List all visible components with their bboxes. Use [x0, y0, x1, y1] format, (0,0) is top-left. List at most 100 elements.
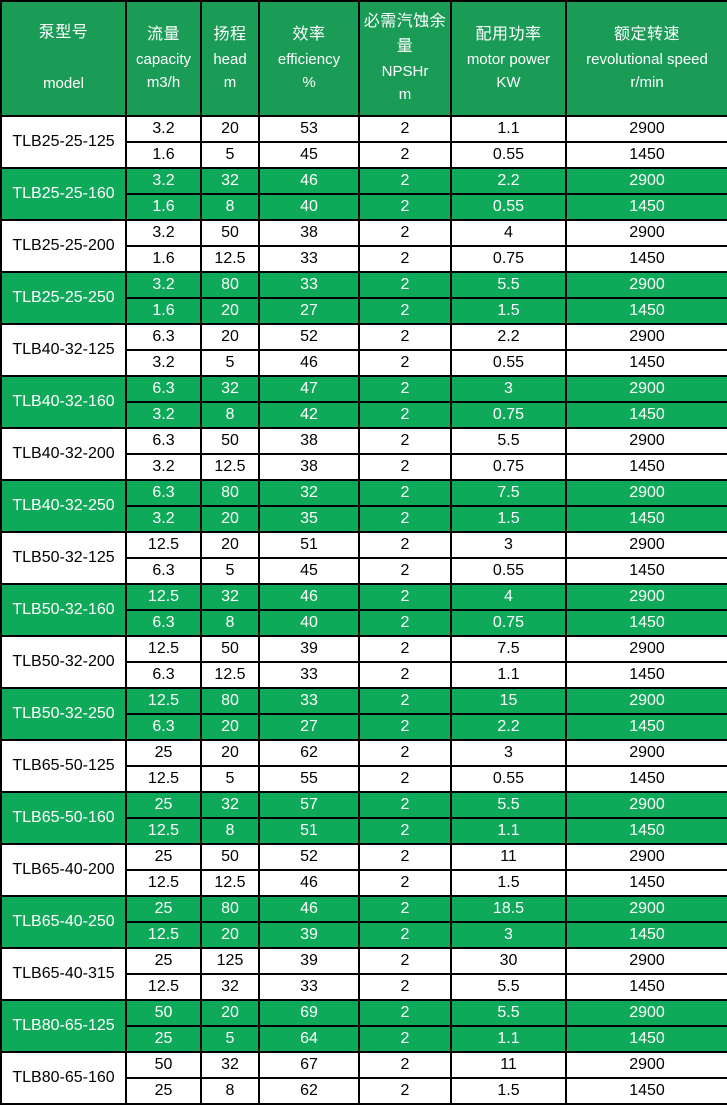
cell-capacity: 3.2: [125, 219, 202, 247]
column-header-head-zh: 扬程: [213, 25, 247, 43]
cell-motor-power: 15: [450, 687, 567, 715]
cell-motor-power: 5.5: [450, 271, 567, 299]
cell-npshr: 2: [358, 323, 452, 351]
column-header-revolutional-speed: 额定转速 revolutional speed r/min: [565, 0, 727, 117]
cell-npshr: 2: [358, 245, 452, 273]
cell-npshr: 2: [358, 713, 452, 741]
cell-capacity: 6.3: [125, 713, 202, 741]
cell-capacity: 25: [125, 1025, 202, 1053]
cell-head: 32: [200, 583, 260, 611]
cell-head: 8: [200, 817, 260, 845]
cell-capacity: 12.5: [125, 921, 202, 949]
table-row: TLB50-32-250 12.5 80 33 2 15 2900: [0, 687, 727, 741]
cell-revolutional-speed: 1450: [565, 245, 727, 273]
cell-motor-power: 1.1: [450, 817, 567, 845]
cell-model: TLB80-65-125: [0, 999, 127, 1053]
cell-efficiency: 62: [258, 1077, 360, 1105]
column-header-efficiency-en: efficiency: [277, 50, 341, 68]
cell-head: 5: [200, 1025, 260, 1053]
cell-efficiency: 38: [258, 219, 360, 247]
cell-motor-power: 0.55: [450, 765, 567, 793]
cell-model: TLB50-32-125: [0, 531, 127, 585]
cell-head: 8: [200, 1077, 260, 1105]
cell-head: 20: [200, 323, 260, 351]
cell-motor-power: 5.5: [450, 999, 567, 1027]
cell-capacity: 25: [125, 739, 202, 767]
cell-revolutional-speed: 1450: [565, 193, 727, 221]
table-row: TLB25-25-200 3.2 50 38 2 4 2900: [0, 219, 727, 273]
cell-head: 5: [200, 349, 260, 377]
cell-revolutional-speed: 1450: [565, 141, 727, 169]
table-row: TLB40-32-200 6.3 50 38 2 5.5 2900: [0, 427, 727, 481]
column-header-head: 扬程 head m: [200, 0, 260, 117]
cell-motor-power: 0.75: [450, 609, 567, 637]
cell-motor-power: 2.2: [450, 323, 567, 351]
cell-revolutional-speed: 2900: [565, 427, 727, 455]
cell-motor-power: 0.55: [450, 349, 567, 377]
cell-npshr: 2: [358, 687, 452, 715]
cell-motor-power: 2.2: [450, 713, 567, 741]
cell-npshr: 2: [358, 375, 452, 403]
cell-head: 12.5: [200, 661, 260, 689]
cell-revolutional-speed: 2900: [565, 583, 727, 611]
cell-capacity: 1.6: [125, 297, 202, 325]
cell-efficiency: 33: [258, 687, 360, 715]
cell-capacity: 3.2: [125, 505, 202, 533]
cell-revolutional-speed: 2900: [565, 947, 727, 975]
cell-head: 32: [200, 1051, 260, 1079]
cell-motor-power: 7.5: [450, 479, 567, 507]
cell-capacity: 12.5: [125, 765, 202, 793]
cell-motor-power: 1.5: [450, 505, 567, 533]
cell-efficiency: 40: [258, 609, 360, 637]
cell-motor-power: 0.75: [450, 401, 567, 429]
table-row: 1.6 8 40 2 0.55 1450: [1, 193, 727, 221]
table-row: 1.6 5 45 2 0.55 1450: [1, 141, 727, 169]
cell-model: TLB65-40-200: [0, 843, 127, 897]
table-row: TLB40-32-250 6.3 80 32 2 7.5 2900: [0, 479, 727, 533]
cell-capacity: 12.5: [125, 869, 202, 897]
cell-efficiency: 39: [258, 921, 360, 949]
cell-head: 50: [200, 219, 260, 247]
cell-efficiency: 35: [258, 505, 360, 533]
column-header-model-zh: 泵型号: [38, 24, 89, 42]
cell-head: 32: [200, 375, 260, 403]
cell-capacity: 6.3: [125, 427, 202, 455]
cell-efficiency: 55: [258, 765, 360, 793]
cell-head: 8: [200, 609, 260, 637]
table-row: 12.5 8 51 2 1.1 1450: [1, 817, 727, 845]
column-header-npshr-unit: m: [398, 86, 412, 104]
cell-npshr: 2: [358, 583, 452, 611]
cell-efficiency: 52: [258, 323, 360, 351]
cell-efficiency: 47: [258, 375, 360, 403]
cell-npshr: 2: [358, 505, 452, 533]
cell-npshr: 2: [358, 661, 452, 689]
table-row: TLB40-32-125 6.3 20 52 2 2.2 2900: [0, 323, 727, 377]
cell-npshr: 2: [358, 739, 452, 767]
column-header-motor-power-unit: KW: [496, 73, 521, 91]
column-header-npshr-zh: 必需汽蚀余量: [363, 13, 447, 56]
cell-npshr: 2: [358, 271, 452, 299]
cell-model: TLB50-32-250: [0, 687, 127, 741]
cell-capacity: 25: [125, 1077, 202, 1105]
cell-capacity: 6.3: [125, 323, 202, 351]
table-row: TLB25-25-125 3.2 20 53 2 1.1 2900: [0, 115, 727, 169]
cell-revolutional-speed: 2900: [565, 115, 727, 143]
cell-head: 12.5: [200, 453, 260, 481]
cell-efficiency: 46: [258, 167, 360, 195]
cell-model: TLB25-25-160: [0, 167, 127, 221]
table-row: 12.5 20 39 2 3 1450: [1, 921, 727, 949]
cell-head: 32: [200, 791, 260, 819]
cell-npshr: 2: [358, 791, 452, 819]
cell-motor-power: 5.5: [450, 427, 567, 455]
table-row: TLB65-40-315 25 125 39 2 30 2900: [0, 947, 727, 1001]
column-header-efficiency-zh: 效率: [292, 25, 326, 43]
cell-efficiency: 33: [258, 973, 360, 1001]
table-row: TLB50-32-200 12.5 50 39 2 7.5 2900: [0, 635, 727, 689]
cell-revolutional-speed: 2900: [565, 219, 727, 247]
cell-model: TLB65-50-125: [0, 739, 127, 793]
cell-npshr: 2: [358, 219, 452, 247]
cell-head: 5: [200, 765, 260, 793]
cell-revolutional-speed: 2900: [565, 167, 727, 195]
cell-revolutional-speed: 1450: [565, 921, 727, 949]
